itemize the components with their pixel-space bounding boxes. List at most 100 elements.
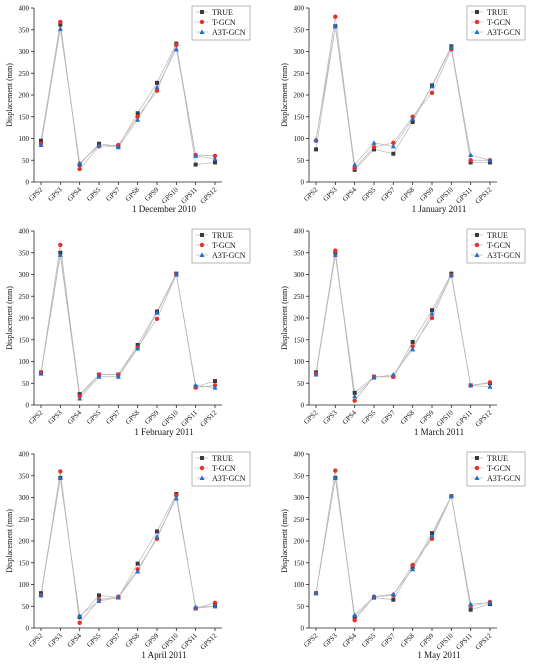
data-point [487,384,493,389]
data-point [332,475,338,480]
data-point [155,80,159,85]
y-tick-label: 250 [294,70,305,78]
x-tick-label: GPS7 [380,408,398,426]
x-tick-label: GPS8 [124,185,142,203]
data-point [352,398,357,403]
y-tick-label: 400 [19,451,30,459]
legend-label: TRUE [487,231,508,240]
x-tick-label: GPS3 [322,408,340,426]
x-tick-label: GPS11 [455,185,475,205]
data-point [38,371,44,376]
y-tick-label: 350 [294,472,305,480]
x-tick-label: GPS3 [47,185,65,203]
data-point [97,593,101,598]
x-tick-label: GPS10 [160,185,180,205]
data-point [410,562,415,568]
y-tick-label: 300 [19,494,30,502]
x-tick-label: GPS11 [180,185,200,205]
x-tick-label: GPS8 [124,408,142,426]
y-tick-label: 300 [19,48,30,56]
x-tick-label: GPS2 [302,631,320,649]
y-tick-label: 0 [26,402,30,410]
data-point [57,252,63,257]
y-tick-label: 50 [22,157,30,165]
series-line [40,477,216,618]
legend-marker [199,242,205,248]
y-tick-label: 50 [297,380,305,388]
chart-svg: 0 50 100 150 200 250 300 350 400 GPS2 GPS3 GPS4 GPS5… [280,228,526,428]
data-point [115,144,121,150]
y-tick-label: 250 [19,293,30,301]
data-point [58,22,63,27]
chart-caption: 1 April 2011 [141,650,187,660]
data-point [468,152,474,158]
data-point [58,19,63,25]
data-point [212,600,218,605]
data-point [174,493,179,498]
y-tick-label: 350 [19,26,30,34]
x-tick-label: GPS4 [341,631,359,649]
data-point [212,385,218,390]
y-tick-label: 250 [19,70,30,78]
data-point [429,311,435,316]
y-tick-label: 400 [294,228,305,236]
y-axis-label: Displacement (mm) [5,286,14,350]
data-point [154,310,160,315]
y-tick-label: 0 [301,625,305,633]
x-tick-label: GPS7 [105,185,123,203]
x-tick-label: GPS10 [160,631,180,651]
data-point [173,46,179,52]
x-tick-label: GPS9 [418,408,436,426]
series-line [40,252,216,395]
chart-caption: 1 February 2011 [134,427,194,437]
data-point [371,140,377,145]
data-point [332,252,338,257]
y-tick-label: 150 [19,559,30,567]
legend-label: A3T-GCN [487,474,521,483]
data-point [468,601,474,607]
x-tick-label: GPS9 [143,631,161,649]
y-tick-label: 50 [297,157,305,165]
data-point [135,111,140,116]
x-tick-label: GPS9 [143,408,161,426]
y-axis-label: Displacement (mm) [5,63,14,127]
data-point [193,153,199,158]
series-line [315,26,491,166]
y-tick-label: 400 [19,5,30,13]
data-point [212,603,218,609]
x-tick-label: GPS5 [85,408,103,426]
data-point [115,594,121,600]
x-tick-label: GPS4 [66,408,84,426]
chart-svg: 0 50 100 150 200 250 300 350 400 GPS2 GPS3 GPS4 GPS5… [280,451,526,651]
data-point [154,84,160,90]
data-point [410,116,416,121]
data-point [174,42,179,48]
x-tick-label: GPS4 [341,408,359,426]
chart-caption: 1 May 2011 [417,650,461,660]
y-tick-label: 200 [19,92,30,100]
legend-marker [199,475,205,480]
data-point [352,617,357,623]
x-tick-label: GPS5 [360,408,378,426]
data-point [77,620,82,625]
x-tick-label: GPS8 [399,631,417,649]
data-point [154,534,160,539]
legend-marker [474,475,480,480]
data-point [468,158,473,163]
data-point [371,145,377,150]
x-tick-label: GPS2 [302,185,320,203]
x-tick-label: GPS11 [180,631,200,651]
x-tick-label: GPS7 [105,408,123,426]
legend-label: A3T-GCN [212,474,246,483]
y-tick-label: 200 [19,315,30,323]
data-point [410,566,416,572]
x-tick-label: GPS9 [418,185,436,203]
x-tick-label: GPS4 [341,185,359,203]
data-point [487,380,493,385]
data-point [487,600,493,605]
x-tick-label: GPS4 [66,185,84,203]
data-point [429,315,435,321]
data-point [173,271,179,277]
